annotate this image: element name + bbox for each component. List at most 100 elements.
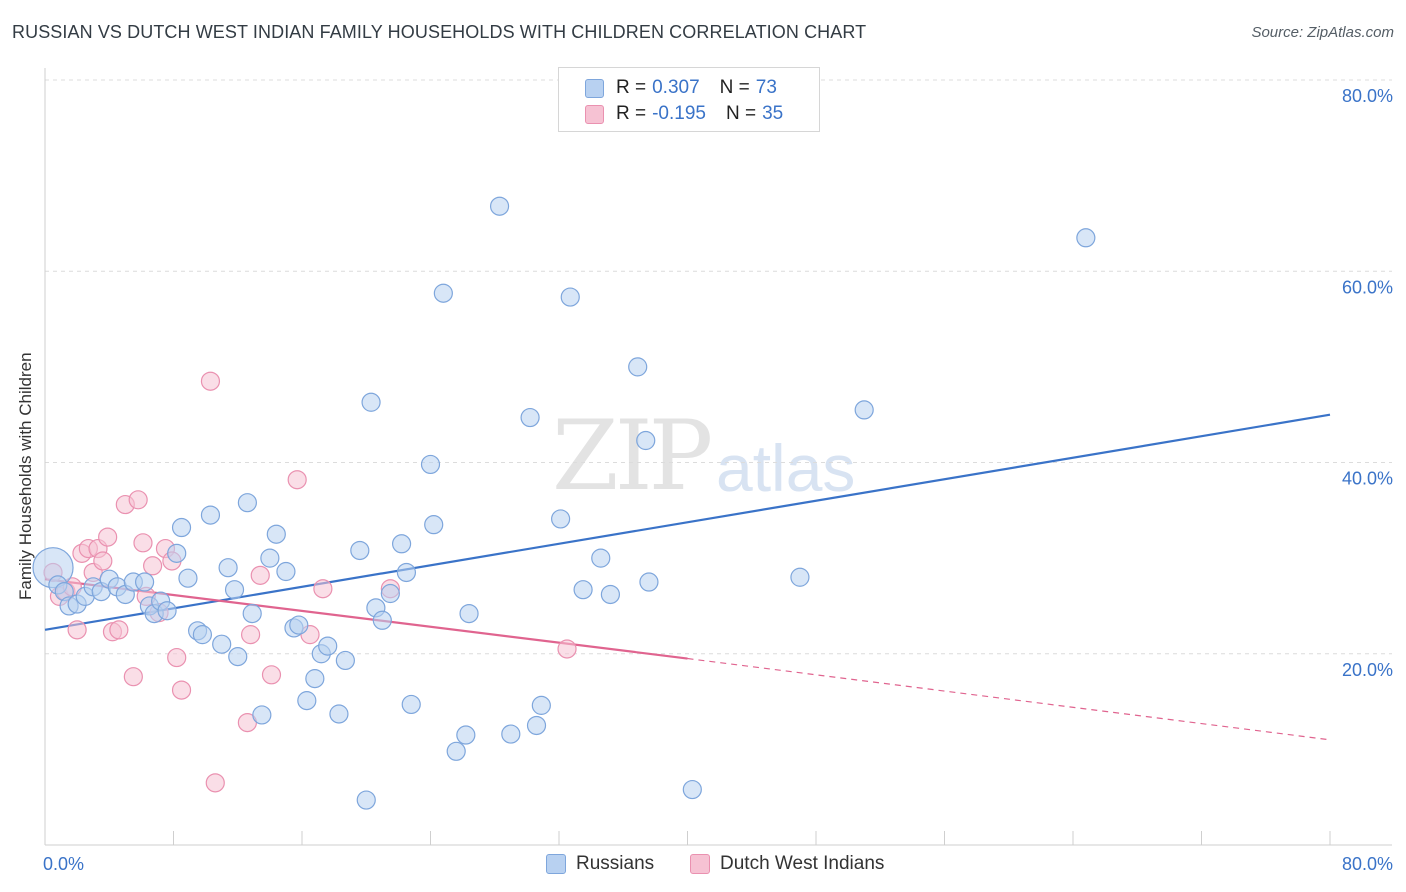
russians-point xyxy=(1076,228,1096,248)
bottom-legend-russians: Russians xyxy=(546,852,654,876)
russians-point xyxy=(424,515,444,535)
dutch-point xyxy=(143,556,163,576)
russians-point xyxy=(420,454,441,475)
watermark-zip: ZIP xyxy=(552,400,713,512)
russians-point xyxy=(391,534,412,554)
russians-legend-swatch xyxy=(546,854,566,874)
russians-point xyxy=(456,725,476,745)
dutch-point xyxy=(133,533,153,553)
legend-row-russians: R = 0.307 N = 73 xyxy=(585,76,777,100)
russians-point xyxy=(224,580,245,600)
dutch-legend-label: Dutch West Indians xyxy=(720,853,885,874)
russians-point xyxy=(237,493,257,513)
x-tick-label: 80.0% xyxy=(1342,854,1393,874)
russians-point xyxy=(446,741,466,761)
russians-point xyxy=(157,601,177,621)
russians-point xyxy=(289,615,309,635)
russians-n-value: 73 xyxy=(755,77,777,98)
trendlines xyxy=(44,413,1331,741)
russians-point xyxy=(242,603,262,624)
watermark-atlas: atlas xyxy=(716,431,856,505)
russians-swatch xyxy=(585,78,604,98)
source-label: Source: ZipAtlas.com xyxy=(1251,24,1394,41)
tick-labels: 20.0% 40.0% 60.0% 80.0% 0.0% 80.0% xyxy=(43,86,1393,874)
trendline-russians xyxy=(44,413,1331,631)
dutch-point xyxy=(313,579,333,599)
russians-point xyxy=(526,715,547,736)
dutch-legend-swatch xyxy=(690,854,710,874)
russians-point xyxy=(212,634,232,654)
russians-point xyxy=(350,540,370,561)
russians-point xyxy=(305,669,325,689)
russians-point xyxy=(591,548,611,568)
dutch-n-value: 35 xyxy=(762,103,784,124)
russians-point xyxy=(329,704,349,724)
russians-point xyxy=(682,779,702,800)
russians-point xyxy=(636,430,656,451)
russians-point xyxy=(297,691,317,711)
dutch-point xyxy=(123,667,143,687)
trendline-dutch xyxy=(687,657,1331,741)
russians-point xyxy=(200,505,221,525)
dutch-point xyxy=(93,551,113,571)
gridlines xyxy=(45,79,1392,655)
russians-point xyxy=(356,790,376,810)
dutch-point xyxy=(205,773,225,793)
russians-point xyxy=(318,636,338,656)
russians-point xyxy=(178,568,198,588)
dutch-point xyxy=(250,565,270,585)
dutch-point xyxy=(200,371,221,391)
russians-point xyxy=(433,283,453,303)
russians-point xyxy=(134,572,155,592)
russians-point xyxy=(600,584,621,605)
dutch-r-value: -0.195 xyxy=(652,103,706,124)
russians-points xyxy=(32,196,1096,810)
chart-title: RUSSIAN VS DUTCH WEST INDIAN FAMILY HOUS… xyxy=(12,22,867,42)
russians-point xyxy=(551,509,571,529)
russians-point xyxy=(639,572,659,592)
y-tick-label: 20.0% xyxy=(1342,660,1393,680)
russians-point xyxy=(628,357,648,377)
dutch-swatch xyxy=(585,104,604,124)
russians-point xyxy=(171,517,192,538)
dutch-point xyxy=(98,527,118,547)
y-tick-label: 40.0% xyxy=(1342,469,1393,489)
russians-point xyxy=(560,287,580,307)
russians-point xyxy=(335,650,355,671)
y-tick-label: 80.0% xyxy=(1342,86,1393,106)
russians-point xyxy=(489,196,510,216)
russians-point xyxy=(252,705,272,725)
russians-n-label: N = xyxy=(719,77,750,98)
russians-point xyxy=(260,548,280,568)
y-tick-label: 60.0% xyxy=(1342,277,1393,297)
dutch-r-label: R = xyxy=(616,103,647,124)
russians-r-label: R = xyxy=(616,77,647,98)
axes xyxy=(44,68,1392,846)
dutch-n-label: N = xyxy=(725,103,757,124)
dutch-point xyxy=(261,665,282,685)
russians-point xyxy=(276,561,296,582)
russians-point xyxy=(531,695,551,715)
russians-point xyxy=(573,580,593,600)
russians-legend-label: Russians xyxy=(576,853,655,874)
russians-point xyxy=(459,603,479,624)
russians-point xyxy=(380,583,400,604)
russians-point xyxy=(266,524,286,544)
dutch-point xyxy=(167,647,187,668)
legend-row-dutch: R = -0.195 N = 35 xyxy=(585,102,783,126)
dutch-point xyxy=(287,470,307,490)
russians-point xyxy=(372,610,392,630)
y-axis-label: Family Households with Children xyxy=(16,352,35,600)
russians-point xyxy=(218,558,238,578)
russians-r-value: 0.307 xyxy=(652,77,700,98)
bottom-legend-dutch: Dutch West Indians xyxy=(690,852,884,876)
russians-point xyxy=(228,647,248,667)
dutch-point xyxy=(557,639,577,659)
russians-point xyxy=(854,400,874,420)
dutch-point xyxy=(241,625,261,645)
russians-point xyxy=(401,694,421,715)
dutch-point xyxy=(109,620,129,640)
dutch-west-indians-points xyxy=(43,371,577,793)
dutch-point xyxy=(128,490,148,510)
